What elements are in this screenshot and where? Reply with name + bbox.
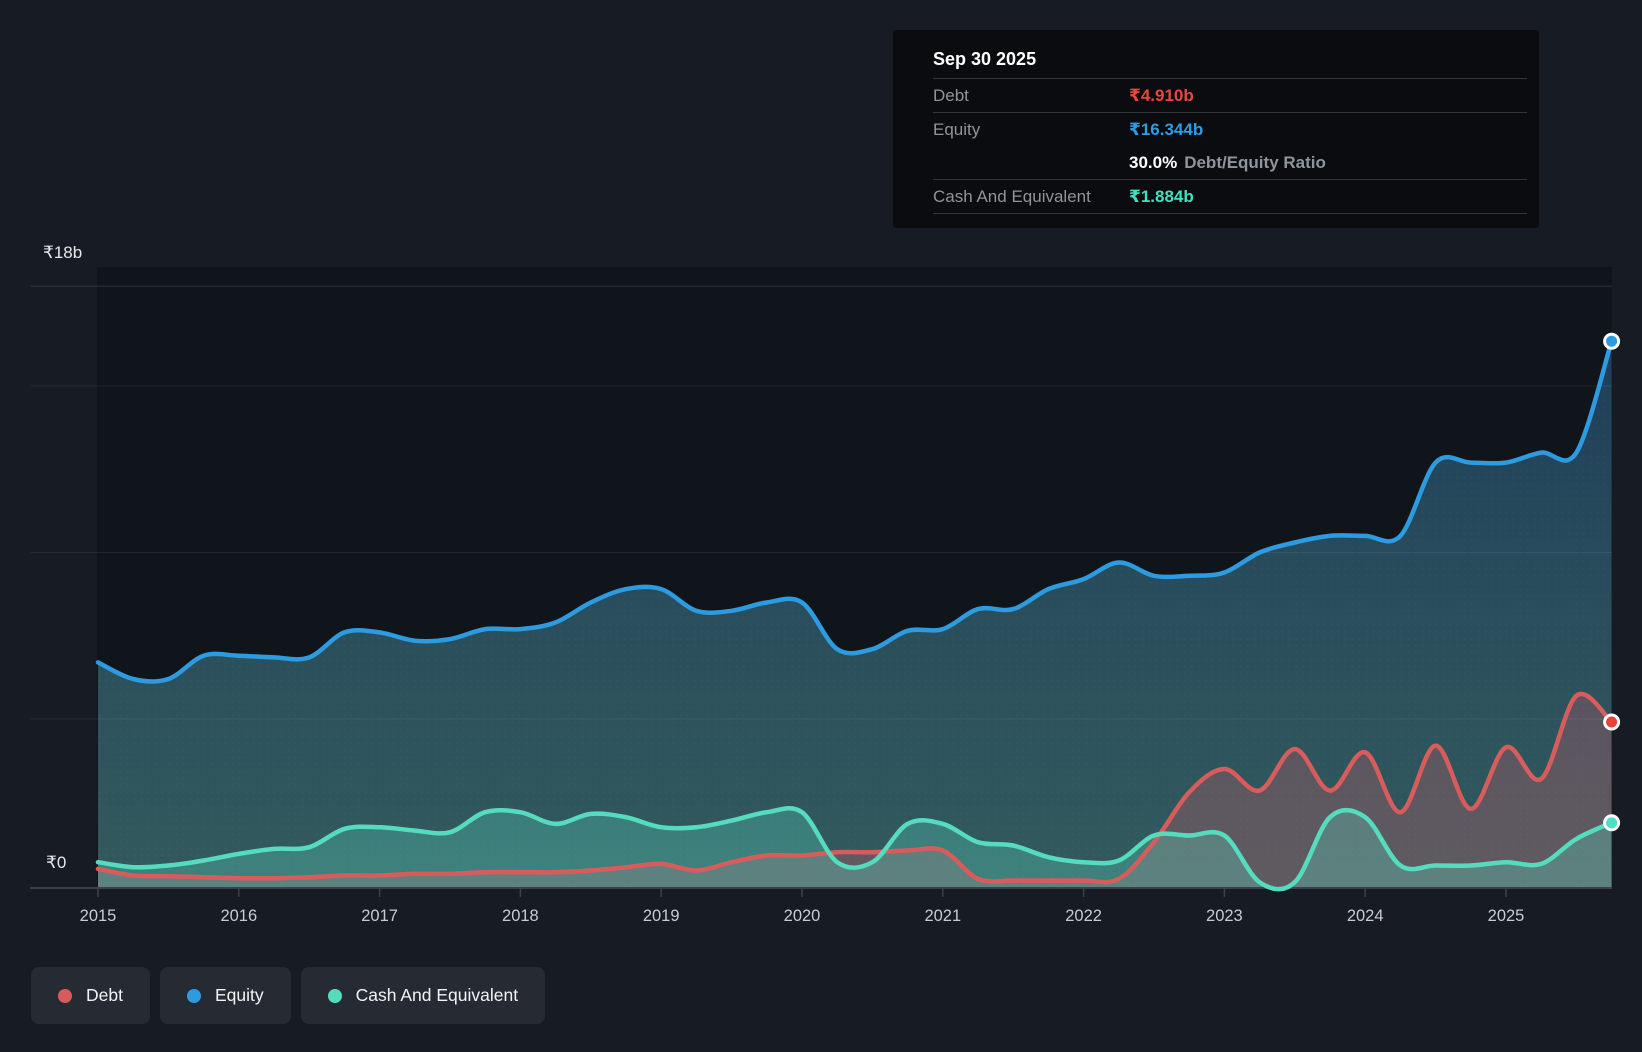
y-axis-max-label: ₹18b [43,243,82,262]
legend-label-cash: Cash And Equivalent [356,985,518,1006]
tooltip-cash-row: Cash And Equivalent ₹1.884b [933,180,1529,213]
x-tick-label-2017: 2017 [361,907,398,925]
x-tick-label-2025: 2025 [1488,907,1525,925]
tooltip-debt-label: Debt [933,86,1129,106]
tooltip-ratio-value: 30.0% [1129,153,1177,173]
tooltip-debt-row: Debt ₹4.910b [933,79,1529,112]
x-tick-label-2021: 2021 [924,907,961,925]
x-tick-label-2019: 2019 [643,907,680,925]
legend: Debt Equity Cash And Equivalent [31,967,545,1024]
tooltip-equity-value: ₹16.344b [1129,120,1203,140]
tooltip-ratio-row: 30.0% Debt/Equity Ratio [933,146,1529,179]
legend-item-equity[interactable]: Equity [160,967,291,1024]
tooltip-cash-label: Cash And Equivalent [933,187,1129,207]
plot-area[interactable] [97,267,1612,888]
tooltip-ratio-label: Debt/Equity Ratio [1184,153,1326,173]
x-tick-label-2023: 2023 [1206,907,1243,925]
divider [933,213,1527,214]
tooltip-date: Sep 30 2025 [933,43,1529,78]
x-tick-label-2015: 2015 [80,907,117,925]
y-axis-zero-label: ₹0 [46,853,66,872]
x-tick-label-2016: 2016 [220,907,257,925]
x-tick-label-2020: 2020 [784,907,821,925]
tooltip-cash-value: ₹1.884b [1129,187,1194,207]
legend-dot-equity [187,989,201,1003]
tooltip-equity-row: Equity ₹16.344b [933,113,1529,146]
tooltip-equity-label: Equity [933,120,1129,140]
legend-label-equity: Equity [215,985,264,1006]
x-tick-label-2018: 2018 [502,907,539,925]
legend-dot-cash [328,989,342,1003]
legend-item-cash[interactable]: Cash And Equivalent [301,967,545,1024]
tooltip-debt-value: ₹4.910b [1129,86,1194,106]
chart-tooltip: Sep 30 2025 Debt ₹4.910b Equity ₹16.344b… [893,30,1539,228]
x-tick-label-2022: 2022 [1065,907,1102,925]
legend-item-debt[interactable]: Debt [31,967,150,1024]
x-tick-label-2024: 2024 [1347,907,1384,925]
legend-dot-debt [58,989,72,1003]
page-root: ₹18b ₹0 2015 2016 2017 2018 2019 2020 2021 2022… [0,0,1642,1052]
legend-label-debt: Debt [86,985,123,1006]
